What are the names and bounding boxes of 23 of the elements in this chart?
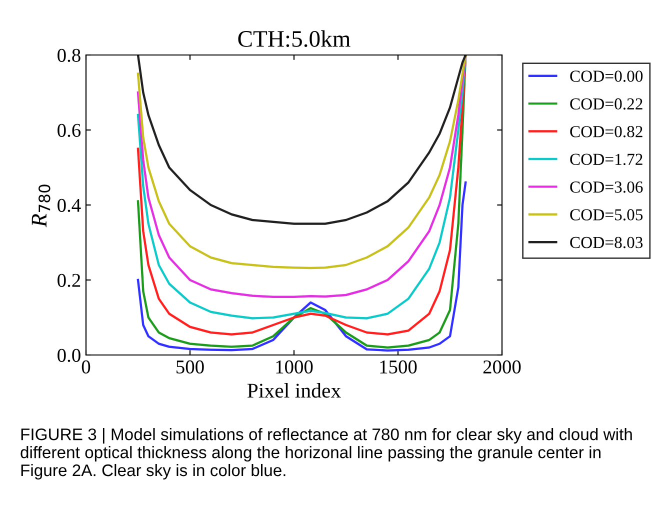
legend-label: COD=0.00 [570, 70, 643, 82]
legend-label: COD=5.05 [570, 209, 643, 220]
x-axis-title: Pixel index [247, 383, 341, 398]
legend-label: COD=1.72 [570, 154, 642, 166]
x-tick-label: 2000 [483, 360, 521, 374]
legend-label: COD=0.82 [570, 126, 642, 138]
x-tick-label: 1000 [276, 360, 313, 374]
legend-label: COD=3.06 [570, 181, 643, 193]
y-axis-title: R$_{780}$ [32, 184, 50, 228]
x-tick-label: 500 [176, 360, 204, 374]
y-tick-label: 0.8 [58, 48, 80, 62]
line-series [136, 181, 467, 352]
chart-title: CTH:5.0km [238, 30, 350, 47]
y-tick-label: 0.2 [58, 274, 80, 288]
line-series [136, 55, 467, 225]
legend-label: COD=0.22 [570, 98, 642, 110]
y-tick-label: 0.6 [58, 124, 81, 138]
legend-label: COD=8.03 [570, 236, 643, 248]
x-tick-label: 1500 [380, 360, 417, 374]
caption: FIGURE 3 | Model simulations of reflectance at 780 nm for clear sky and cloud with different optical thickness along the horizonal line passing the granule center in Figure 2A. Clear sky is in color blue. [20, 428, 632, 480]
y-tick-label: 0.4 [58, 198, 81, 212]
x-tick-label: 0 [82, 360, 90, 374]
y-tick-label: 0.0 [58, 348, 80, 362]
